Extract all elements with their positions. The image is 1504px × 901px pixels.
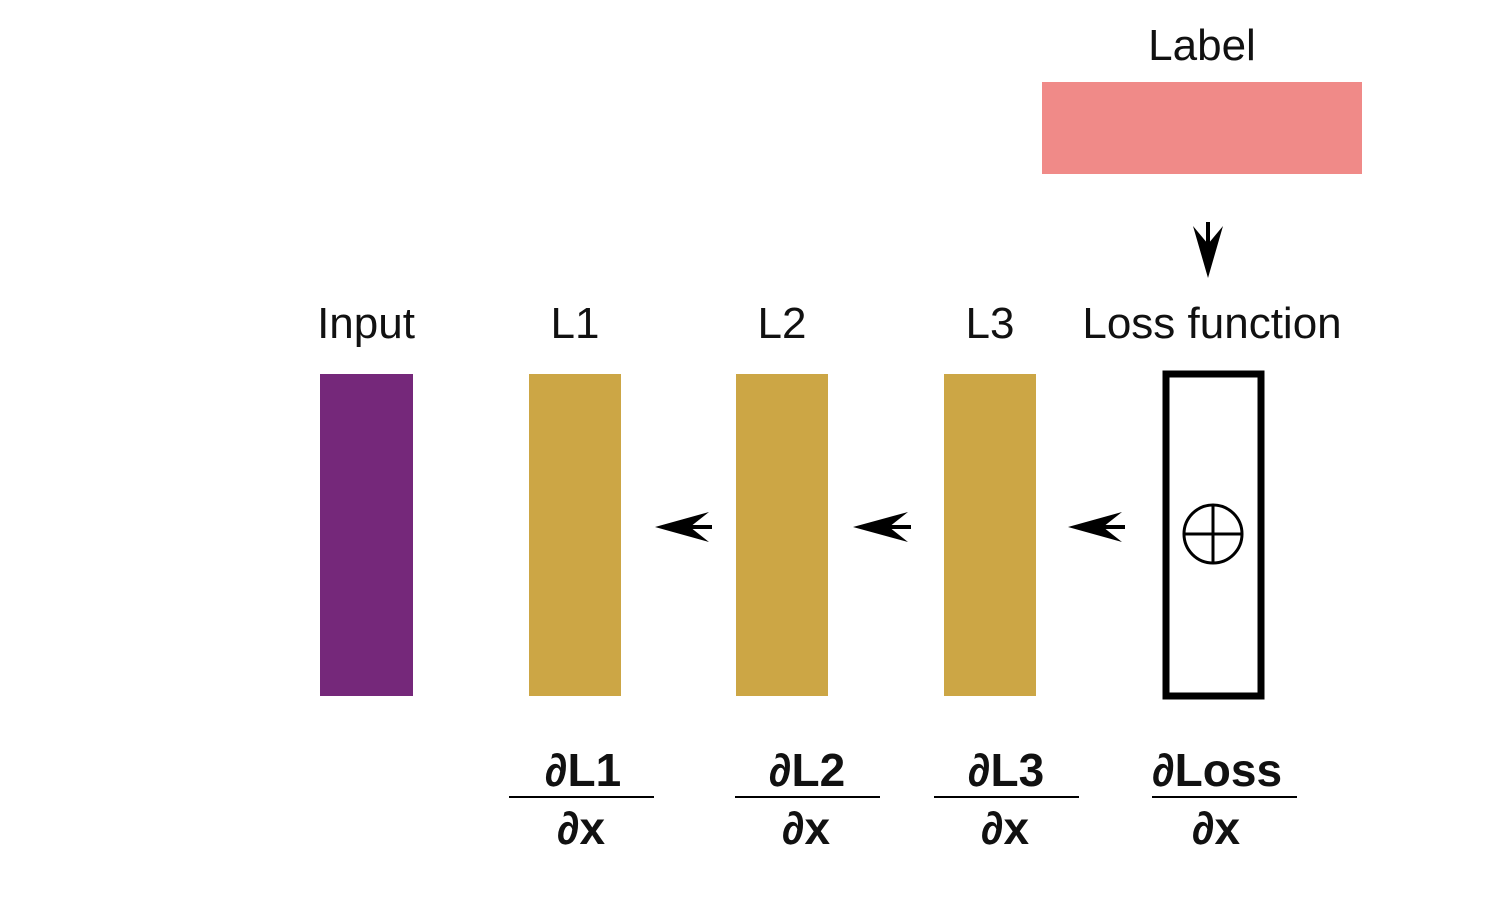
layer-title-l1: L1 — [551, 299, 600, 348]
arrow-left-icon — [1068, 512, 1125, 542]
label-title: Label — [1148, 21, 1256, 70]
fraction-numerator-l2: ∂L2 — [769, 744, 845, 796]
loss-block — [1162, 370, 1265, 700]
label-block — [1042, 82, 1362, 174]
fraction-loss: ∂Loss ∂x — [1152, 744, 1297, 854]
arrow-left-icon — [853, 512, 911, 542]
fraction-l3: ∂L3 ∂x — [934, 744, 1079, 854]
fraction-l1: ∂L1 ∂x — [509, 744, 654, 854]
fraction-denominator-loss: ∂x — [1192, 802, 1241, 854]
fraction-numerator-loss: ∂Loss — [1152, 744, 1282, 796]
layer-title-l3: L3 — [966, 299, 1015, 348]
fraction-numerator-l3: ∂L3 — [968, 744, 1044, 796]
loss-title: Loss function — [1082, 299, 1341, 348]
circled-plus-icon — [1182, 503, 1244, 565]
arrow-left-icon — [655, 512, 712, 542]
fraction-denominator-l1: ∂x — [557, 802, 606, 854]
fraction-denominator-l2: ∂x — [782, 802, 831, 854]
layer-title-l2: L2 — [758, 299, 807, 348]
arrow-down-icon — [1193, 222, 1223, 278]
layer-block-l1 — [529, 374, 621, 696]
layer-block-l2 — [736, 374, 828, 696]
input-title: Input — [317, 299, 415, 348]
fraction-l2: ∂L2 ∂x — [735, 744, 880, 854]
layer-block-l3 — [944, 374, 1036, 696]
fraction-denominator-l3: ∂x — [981, 802, 1030, 854]
fraction-numerator-l1: ∂L1 — [545, 744, 621, 796]
input-block — [320, 374, 413, 696]
